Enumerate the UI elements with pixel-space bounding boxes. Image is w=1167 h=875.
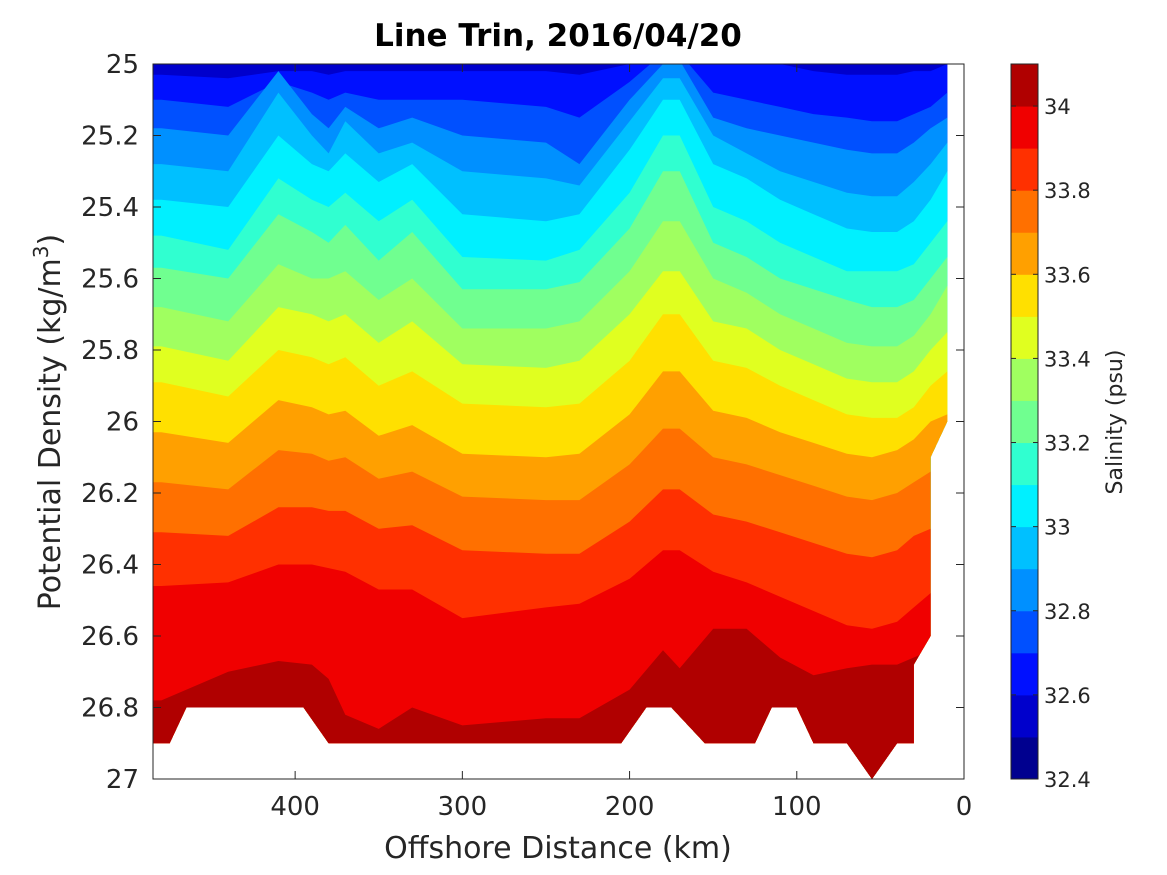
colorbar-swatch (1011, 316, 1038, 359)
colorbar-tick-label: 33.8 (1044, 179, 1091, 203)
y-tick-label: 26 (106, 408, 139, 438)
colorbar-swatch (1011, 106, 1038, 149)
y-tick-label: 27 (106, 765, 139, 795)
x-axis-label: Offshore Distance (km) (384, 831, 732, 866)
contour-band-34 (153, 628, 948, 779)
x-tick-label: 100 (772, 792, 822, 822)
colorbar-tick-label: 33.4 (1044, 347, 1091, 371)
y-tick-label: 25 (106, 50, 139, 80)
x-tick-label: 200 (605, 792, 655, 822)
y-tick-label: 25.2 (81, 122, 139, 152)
colorbar-frame (1010, 63, 1039, 780)
colorbar-swatch (1011, 232, 1038, 275)
chart-title: Line Trin, 2016/04/20 (374, 18, 742, 54)
x-axis: 400 300 200 100 0 (270, 64, 972, 822)
colorbar-tick-label: 33.6 (1044, 263, 1091, 287)
colorbar-swatch (1011, 190, 1038, 233)
x-tick-label: 400 (270, 792, 320, 822)
colorbar-tick-label: 33.2 (1044, 432, 1091, 456)
colorbar-swatch (1011, 358, 1038, 401)
colorbar-swatch (1011, 274, 1038, 317)
colorbar: 32.4 32.6 32.8 33 33.2 33.4 33.6 33.8 34 (1010, 63, 1091, 792)
colorbar-swatch (1011, 484, 1038, 528)
colorbar-swatch (1011, 694, 1038, 738)
y-axis: 25 25.2 25.4 25.6 25.8 26 26.2 26.4 26.6 26.8 27 (81, 50, 964, 795)
colorbar-label: Salinity (psu) (1103, 350, 1128, 495)
colorbar-swatch (1011, 568, 1038, 612)
x-tick-label: 0 (956, 792, 973, 822)
colorbar-swatch (1011, 526, 1038, 570)
colorbar-tick-label: 32.8 (1044, 600, 1091, 624)
contour-band-34-1 (153, 732, 948, 779)
colorbar-swatch (1011, 736, 1038, 780)
colorbar-swatch (1011, 442, 1038, 486)
y-tick-label: 25.4 (81, 193, 139, 223)
y-tick-label: 26.8 (81, 694, 139, 724)
colorbar-tick-label: 34 (1044, 95, 1071, 119)
colorbar-swatch (1011, 610, 1038, 654)
x-tick-label: 300 (438, 792, 488, 822)
colorbar-tick-label: 32.6 (1044, 684, 1091, 708)
y-tick-label: 26.4 (81, 551, 139, 581)
y-tick-label: 25.6 (81, 265, 139, 295)
colorbar-swatch (1011, 148, 1038, 191)
y-tick-label: 26.6 (81, 622, 139, 652)
contour-fills (153, 64, 948, 779)
y-tick-label: 25.8 (81, 336, 139, 366)
y-axis-label: Potential Density (kg/m3) (29, 234, 68, 610)
colorbar-swatch (1011, 400, 1038, 444)
y-axis-label-superscript: 3 (29, 245, 53, 258)
colorbar-tick-label: 32.4 (1044, 768, 1091, 792)
colorbar-tick-label: 33 (1044, 516, 1071, 540)
colorbar-swatch (1011, 64, 1038, 107)
y-tick-label: 26.2 (81, 479, 139, 509)
colorbar-swatch (1011, 652, 1038, 696)
